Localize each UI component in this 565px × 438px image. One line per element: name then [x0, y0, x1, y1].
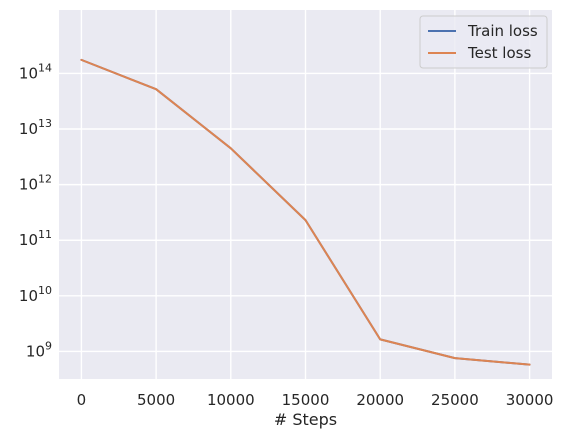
x-tick-label: 30000 [506, 391, 554, 409]
y-tick-label: 1014 [19, 61, 52, 82]
x-tick-label: 20000 [356, 391, 404, 409]
legend-box [419, 15, 548, 69]
x-tick-label: 15000 [282, 391, 330, 409]
series-lines [80, 58, 531, 366]
y-tick-label: 1013 [19, 117, 52, 138]
y-tick-label: 1010 [19, 284, 52, 305]
x-tick-label: 25000 [431, 391, 479, 409]
legend: Train loss Test loss [419, 15, 548, 69]
y-tick-label: 109 [26, 339, 52, 360]
x-tick-label: 5000 [137, 391, 175, 409]
y-tick-label: 1012 [19, 173, 52, 194]
x-tick-label: 0 [77, 391, 87, 409]
y-tick-labels: 109 1010 1011 1012 1013 1014 [19, 61, 52, 360]
x-tick-labels: 0 5000 10000 15000 20000 25000 30000 [77, 391, 554, 409]
grid [59, 10, 552, 379]
legend-label: Train loss [467, 22, 538, 40]
x-tick-label: 10000 [207, 391, 255, 409]
y-tick-label: 1011 [19, 228, 52, 249]
series-line-test-loss [80, 58, 531, 366]
legend-label: Test loss [467, 44, 531, 62]
x-axis-label: # Steps [274, 410, 337, 429]
